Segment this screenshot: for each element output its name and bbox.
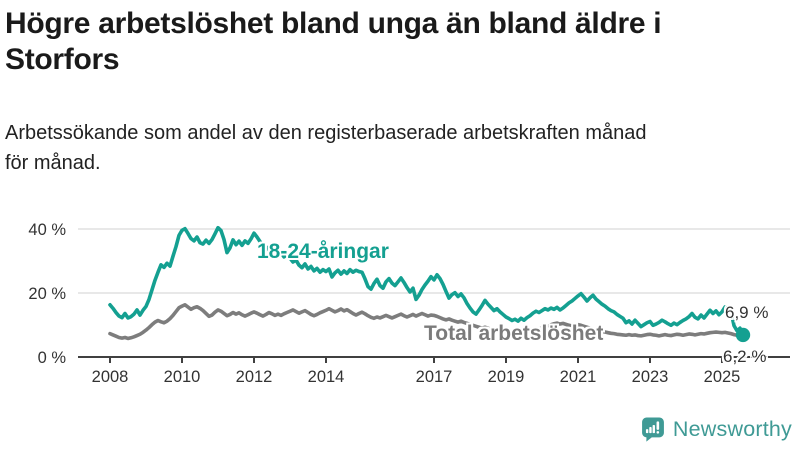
newsworthy-logo: Newsworthy: [640, 416, 792, 442]
x-tick-label: 2019: [488, 368, 525, 386]
page-title-line-2: Storfors: [5, 43, 120, 76]
page-title: Högre arbetslöshet bland unga än bland ä…: [5, 6, 790, 78]
chart-subtitle: Arbetssökande som andel av den registerb…: [5, 118, 790, 178]
series-label-youth: 18-24-åringar: [257, 240, 389, 263]
y-tick-label: 0 %: [38, 349, 67, 367]
x-tick-label: 2008: [92, 368, 129, 386]
series-end-dot: [735, 327, 751, 343]
newsworthy-wordmark: Newsworthy: [672, 416, 792, 441]
series-line-youth: [108, 225, 745, 337]
end-value-label-total: 6,2 %: [723, 347, 767, 366]
x-tick-label: 2014: [308, 368, 345, 386]
chart-subtitle-line-2: för månad.: [5, 152, 101, 174]
y-tick-label: 20 %: [28, 285, 66, 303]
chart-header: Högre arbetslöshet bland unga än bland ä…: [0, 0, 800, 178]
x-tick-label: 2021: [560, 368, 597, 386]
x-tick-label: 2023: [632, 368, 669, 386]
series-line-total: [108, 303, 745, 341]
y-tick-label: 40 %: [28, 221, 66, 239]
chart-subtitle-line-1: Arbetssökande som andel av den registerb…: [5, 122, 647, 144]
end-value-label-youth: 6,9 %: [725, 303, 769, 322]
series-label-total: Total arbetslöshet: [424, 322, 604, 345]
page-title-line-1: Högre arbetslöshet bland unga än bland ä…: [5, 7, 662, 40]
x-tick-label: 2025: [704, 368, 741, 386]
x-tick-label: 2017: [416, 368, 453, 386]
x-tick-label: 2010: [164, 368, 201, 386]
newsworthy-icon: [641, 417, 664, 442]
x-tick-label: 2012: [236, 368, 273, 386]
